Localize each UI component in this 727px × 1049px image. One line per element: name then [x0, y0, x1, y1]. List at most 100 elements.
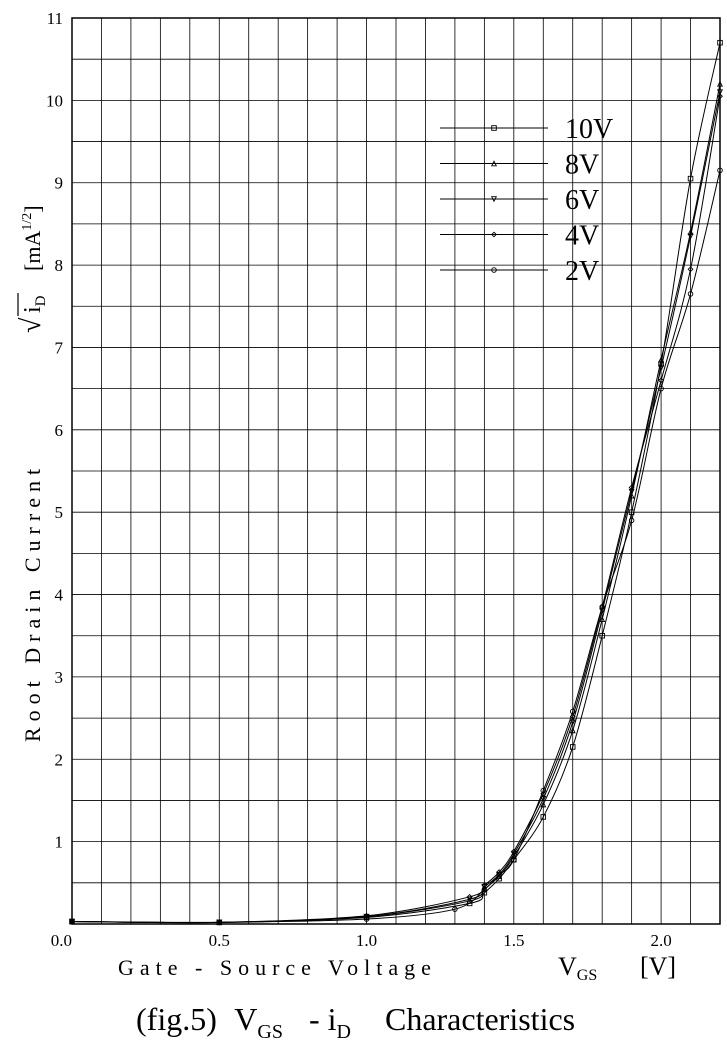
data-point	[599, 604, 605, 610]
legend-label: 10V	[565, 114, 613, 145]
legend-label: 8V	[565, 150, 599, 181]
legend: 10V 8V 6V 4V 2V	[440, 114, 613, 287]
caption-v-sub: GS	[257, 1021, 283, 1043]
x-axis-symbol: VGS	[558, 952, 597, 984]
data-point	[628, 517, 635, 524]
caption-dash: - i	[309, 1001, 337, 1037]
y-tick-label: 9	[55, 174, 64, 193]
y-axis-title-group: Root Drain Current	[20, 463, 45, 742]
y-tick-label: 3	[55, 668, 64, 687]
legend-item-2v: 2V	[440, 256, 599, 287]
legend-marker	[491, 125, 497, 131]
y-axis-symbol-sub: D	[33, 295, 49, 306]
data-point	[569, 719, 576, 726]
data-point	[569, 727, 576, 734]
x-tick-label: 1.5	[503, 931, 524, 950]
y-axis-ticks: 1 2 3 4 5 6 7 8 9 10 11	[46, 9, 64, 852]
data-point	[658, 377, 665, 384]
x-axis-symbol-sub: GS	[577, 967, 597, 984]
y-tick-label: 8	[55, 256, 64, 275]
x-axis-label: Gate - Source Voltage	[118, 955, 437, 980]
y-axis-sqrt-icon: √	[16, 317, 47, 333]
data-point	[717, 167, 723, 174]
legend-marker	[490, 160, 498, 167]
data-point	[717, 39, 723, 46]
data-point	[687, 233, 694, 240]
y-tick-label: 5	[55, 503, 64, 522]
series-line	[71, 170, 721, 923]
data-point	[496, 871, 502, 878]
data-point	[716, 80, 724, 87]
data-point	[540, 801, 547, 808]
y-tick-label: 1	[55, 833, 64, 852]
data-point	[452, 906, 458, 912]
x-axis-unit: [V]	[640, 952, 676, 981]
legend-item-6v: 6V	[440, 185, 599, 216]
data-point	[687, 291, 694, 297]
data-point	[599, 615, 606, 623]
series-group	[68, 39, 724, 926]
x-tick-label: 2.0	[650, 931, 671, 950]
y-tick-label: 6	[55, 421, 64, 440]
data-point	[363, 912, 370, 919]
data-point	[540, 814, 547, 820]
data-point	[466, 893, 473, 900]
data-point	[69, 918, 75, 925]
caption-v: V	[234, 1001, 257, 1037]
series-2v	[69, 167, 723, 926]
caption-prefix: (fig.5)	[136, 1001, 217, 1037]
data-point	[658, 356, 665, 363]
y-axis-symbol: iD	[20, 295, 49, 313]
legend-label: 6V	[565, 185, 599, 216]
data-point	[658, 365, 665, 372]
data-point	[510, 848, 517, 855]
data-point	[628, 484, 635, 491]
legend-marker	[490, 196, 498, 203]
data-point	[716, 89, 724, 96]
legend-item-8v: 8V	[440, 150, 599, 181]
series-6v	[68, 89, 724, 926]
y-tick-label: 4	[55, 586, 64, 605]
legend-item-4v: 4V	[440, 221, 599, 252]
data-point	[363, 916, 370, 922]
y-tick-label: 2	[55, 750, 64, 769]
plot-border	[71, 17, 721, 925]
y-axis-symbol-i: i	[20, 306, 46, 313]
x-tick-label: 0.0	[51, 931, 72, 950]
y-tick-label: 11	[47, 9, 63, 28]
legend-item-10v: 10V	[440, 114, 613, 145]
data-point	[540, 787, 547, 794]
data-point	[511, 857, 517, 863]
x-axis-ticks: 0.0 0.5 1.0 1.5 2.0	[51, 931, 672, 950]
series-line	[71, 92, 721, 924]
series-line	[71, 96, 721, 924]
data-point	[569, 744, 576, 750]
legend-label: 4V	[565, 221, 599, 252]
legend-label: 2V	[565, 256, 599, 287]
data-point	[687, 266, 694, 273]
x-axis-symbol-v: V	[558, 952, 577, 981]
grid	[72, 18, 720, 924]
y-tick-label: 10	[46, 91, 63, 110]
data-point	[658, 385, 664, 392]
data-point	[216, 919, 223, 926]
y-axis-unit-close: ]	[20, 205, 45, 212]
x-tick-label: 1.0	[356, 931, 377, 950]
figure-caption: (fig.5) VGS - iD Characteristics	[136, 1001, 575, 1045]
y-axis-unit-sup: 1/2	[20, 213, 35, 231]
y-axis-symbol-group: √ iD [mA1/2]	[16, 205, 49, 333]
y-axis-unit: [mA1/2]	[20, 205, 45, 271]
data-point	[569, 708, 576, 715]
y-axis-label: Root Drain Current	[20, 463, 45, 742]
y-tick-label: 7	[55, 338, 64, 357]
y-axis-unit-open: [mA	[20, 231, 45, 271]
x-tick-label: 0.5	[209, 931, 230, 950]
caption-suffix: Characteristics	[385, 1001, 575, 1037]
legend-marker	[491, 231, 497, 238]
legend-marker	[491, 267, 497, 273]
data-point	[481, 882, 488, 889]
caption-i-sub: D	[337, 1021, 351, 1043]
data-point	[717, 93, 723, 100]
data-point	[599, 632, 605, 639]
